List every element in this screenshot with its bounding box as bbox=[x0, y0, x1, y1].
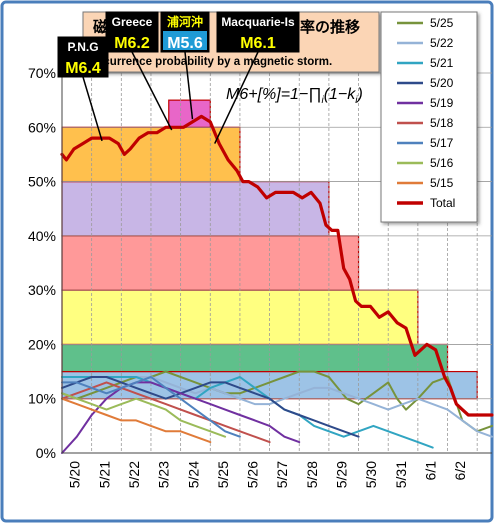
legend-item: 5/17 bbox=[397, 136, 454, 150]
annotation-pointer bbox=[184, 51, 194, 120]
legend-label: 5/20 bbox=[430, 76, 454, 90]
legend-label: 5/15 bbox=[430, 176, 454, 190]
y-tick-label: 10% bbox=[28, 391, 56, 407]
annotation-magnitude: M6.4 bbox=[65, 60, 101, 77]
x-tick-labels: 5/20 5/21 5/22 5/23 5/24 5/25 5/26 5/27 5/28 5/29… bbox=[67, 461, 469, 488]
legend-label: 5/18 bbox=[430, 116, 454, 130]
series-line-5/16 bbox=[61, 392, 227, 438]
legend: 5/25 5/22 5/21 5/20 5/19 5/18 5/17 5/16 5/15 Tota… bbox=[380, 11, 478, 223]
x-tick-label: 5/23 bbox=[156, 461, 172, 488]
annotation-1: Greece M6.2 bbox=[105, 11, 173, 131]
series-line-5/17 bbox=[61, 376, 241, 438]
x-tick-label: 5/29 bbox=[334, 461, 350, 488]
formula-sub: i bbox=[321, 95, 324, 106]
legend-label: 5/16 bbox=[430, 156, 454, 170]
series-line-5/15 bbox=[61, 397, 212, 444]
formula-rhs: (1−k bbox=[324, 86, 357, 103]
annotation-magnitude: M6.1 bbox=[240, 35, 276, 52]
y-tick-label: 20% bbox=[28, 336, 56, 352]
title-right: 率の推移 bbox=[300, 18, 360, 36]
series-line-Total bbox=[60, 114, 494, 417]
band-4 bbox=[61, 180, 330, 237]
legend-item: 5/18 bbox=[397, 116, 454, 130]
band-1 bbox=[61, 343, 449, 373]
x-tick-label: 6/1 bbox=[423, 461, 439, 481]
series-line-5/18 bbox=[61, 381, 271, 444]
annotation-mag-bg bbox=[60, 56, 106, 75]
x-tick-label: 5/24 bbox=[185, 461, 201, 488]
annotation-mag-bg bbox=[163, 31, 207, 50]
svg-text:M6+[%]=1−∏i(1−ki): M6+[%]=1−∏i(1−ki) bbox=[226, 86, 363, 106]
earthquake-annotations: P.N.G M6.4 Greece M6.2 浦河沖 M5.6 Macquarie-Is M6… bbox=[57, 11, 300, 144]
annotation-0: P.N.G M6.4 bbox=[57, 36, 109, 142]
formula-close: ) bbox=[356, 86, 363, 103]
title-left: 磁 bbox=[93, 18, 108, 36]
legend-item: Total bbox=[397, 196, 455, 210]
formula-sub2: i bbox=[355, 95, 358, 106]
legend-item: 5/21 bbox=[397, 56, 454, 70]
legend-label: 5/21 bbox=[430, 56, 454, 70]
series-line-5/19 bbox=[61, 381, 301, 454]
legend-box bbox=[380, 11, 478, 223]
annotation-pointer bbox=[214, 51, 259, 144]
legend-items: 5/25 5/22 5/21 5/20 5/19 5/18 5/17 5/16 5/15 Tota… bbox=[397, 16, 455, 210]
y-tick-label: 50% bbox=[28, 174, 56, 190]
x-tick-label: 5/26 bbox=[245, 461, 261, 488]
y-tick-labels: 0% 10% 20% 30% 40% 50% 60% 70% bbox=[28, 65, 56, 461]
legend-item: 5/19 bbox=[397, 96, 454, 110]
annotation-mag-bg bbox=[108, 31, 156, 50]
legend-item: 5/15 bbox=[397, 176, 454, 190]
x-tick-label: 5/22 bbox=[126, 461, 142, 488]
axes bbox=[61, 73, 492, 454]
legend-label: 5/19 bbox=[430, 96, 454, 110]
x-tick-label: 5/31 bbox=[393, 461, 409, 488]
legend-item: 5/16 bbox=[397, 156, 454, 170]
annotation-name: Macquarie-Is bbox=[221, 15, 295, 29]
annotation-name: Greece bbox=[112, 15, 153, 29]
x-tick-label: 5/21 bbox=[96, 461, 112, 488]
series-lines bbox=[60, 114, 494, 454]
x-tick-label: 6/2 bbox=[452, 461, 468, 481]
formula: M6+[%]=1−∏i(1−ki) bbox=[226, 86, 363, 106]
series-line-5/22 bbox=[61, 376, 493, 438]
x-tick-label: 5/25 bbox=[215, 461, 231, 488]
x-tick-label: 5/30 bbox=[363, 461, 379, 488]
legend-item: 5/22 bbox=[397, 36, 454, 50]
legend-label: 5/22 bbox=[430, 36, 454, 50]
annotation-magnitude: M6.2 bbox=[114, 35, 150, 52]
y-tick-label: 0% bbox=[36, 445, 56, 461]
y-tick-label: 30% bbox=[28, 282, 56, 298]
legend-label: Total bbox=[430, 196, 455, 210]
series-line-5/20 bbox=[61, 376, 360, 438]
annotation-name: 浦河沖 bbox=[167, 14, 203, 29]
x-tick-label: 5/20 bbox=[67, 461, 83, 488]
annotation-3: Macquarie-Is M6.1 bbox=[214, 11, 300, 144]
annotation-pointer bbox=[131, 51, 173, 131]
x-tick-label: 5/28 bbox=[304, 461, 320, 488]
legend-item: 5/25 bbox=[397, 16, 454, 30]
y-tick-label: 60% bbox=[28, 119, 56, 135]
legend-item: 5/20 bbox=[397, 76, 454, 90]
annotation-2: 浦河沖 M5.6 bbox=[160, 11, 210, 120]
formula-lhs: M6+[%]=1−∏ bbox=[226, 86, 321, 103]
x-tick-label: 5/27 bbox=[274, 461, 290, 488]
annotation-mag-bg bbox=[219, 31, 297, 50]
annotation-pointer bbox=[82, 76, 103, 142]
legend-label: 5/17 bbox=[430, 136, 454, 150]
legend-label: 5/25 bbox=[430, 16, 454, 30]
annotation-name: P.N.G bbox=[67, 40, 98, 54]
y-tick-label: 70% bbox=[28, 65, 56, 81]
annotation-magnitude: M5.6 bbox=[167, 35, 203, 52]
y-tick-label: 40% bbox=[28, 228, 56, 244]
subtitle: ccurrence probability by a magnetic stor… bbox=[97, 56, 332, 68]
